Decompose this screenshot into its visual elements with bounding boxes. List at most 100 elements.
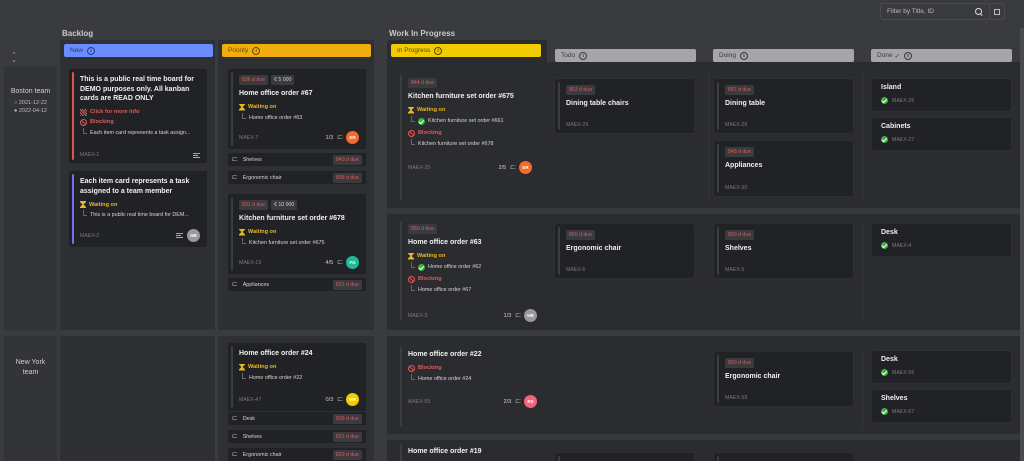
linked-card-title: Kitchen furniture set order #675 — [249, 239, 325, 246]
card-maex-26[interactable]: Island MAEX-26 — [871, 78, 1012, 112]
card-title: Home office order #63 — [408, 239, 482, 246]
search-icon[interactable] — [975, 7, 983, 16]
blocking-icon — [408, 129, 415, 137]
waiting-label: Waiting on — [239, 363, 358, 371]
card-maex-6[interactable]: 850 d due Ergonomic chair MAEX-6 — [554, 223, 695, 279]
done-check-icon: ✓ — [894, 52, 900, 60]
hierarchy-icon: ⊏: — [232, 282, 238, 288]
blocking-label: Blocking — [408, 275, 539, 283]
column-header-priority[interactable]: Priority 4 — [222, 44, 371, 57]
card-accent-bar — [72, 174, 74, 244]
card-maex-3[interactable]: 850 d due Home office order #63 Waiting … — [397, 218, 547, 324]
avatar[interactable]: RS — [524, 395, 537, 408]
card-partial[interactable] — [713, 452, 854, 461]
card-maex-25[interactable]: 844 d due Kitchen furniture set order #6… — [397, 72, 547, 204]
card-home-office-19[interactable]: Home office order #19 — [397, 441, 547, 461]
card-maex-30[interactable]: 845 d due Appliances MAEX-30 — [713, 140, 854, 197]
column-header-doing[interactable]: Doing 5 — [713, 49, 854, 62]
column-count: 4 — [434, 46, 443, 55]
hierarchy-icon: ⊏: — [515, 313, 521, 319]
card-key: MAEX-29 — [566, 122, 589, 128]
avatar[interactable]: HB — [524, 309, 537, 322]
card-key: MAEX-57 — [892, 408, 915, 415]
card-title: Each item card represents a task assigne… — [80, 178, 190, 195]
column-header-new[interactable]: New 2 — [64, 44, 213, 57]
avatar[interactable]: FG — [346, 256, 359, 269]
child-item-shelves[interactable]: ⊏: Shelves 840 d due — [227, 152, 367, 167]
card-accent-bar — [717, 456, 719, 461]
card-maex-28[interactable]: 857 d due Dining table MAEX-28 — [713, 78, 854, 134]
child-item-ergonomic-chair[interactable]: ⊏: Ergonomic chair 829 d due — [227, 447, 367, 461]
card-maex-27[interactable]: Cabinets MAEX-27 — [871, 117, 1012, 151]
waiting-item[interactable]: Home office order #63 — [239, 112, 358, 121]
hourglass-icon — [408, 106, 414, 114]
waiting-text: Waiting on — [248, 229, 277, 235]
card-key: MAEX-7 — [239, 134, 259, 141]
swimlane-boston[interactable]: Boston team ○ 2021-12-22 ● 2022-04-12 — [4, 66, 57, 330]
card-title: Ergonomic chair — [725, 373, 781, 380]
card-maex-2[interactable]: Each item card represents a task assigne… — [68, 170, 208, 248]
column-header-in-progress[interactable]: In Progress 4 — [391, 44, 541, 57]
card-key: MAEX-58 — [725, 395, 748, 401]
blocking-label: Blocking — [408, 129, 539, 137]
card-title: Desk — [881, 229, 898, 236]
value-badge: € 10 000 — [271, 200, 298, 210]
sort-icon[interactable]: ⌃ ⌄ — [11, 52, 17, 64]
card-maex-19[interactable]: 831 d due € 10 000 Kitchen furniture set … — [227, 193, 367, 275]
card-maex-1[interactable]: This is a public real time board for DEM… — [68, 68, 208, 164]
waiting-item[interactable]: Home office order #22 — [239, 372, 358, 381]
swimlane-name: Boston team — [10, 88, 51, 95]
card-accent-bar — [558, 82, 560, 130]
card-maex-4[interactable]: Desk MAEX-4 — [871, 223, 1012, 257]
child-item-desk[interactable]: ⊏: Desk 836 d due — [227, 411, 367, 426]
card-maex-56[interactable]: Desk MAEX-56 — [871, 350, 1012, 384]
card-accent-bar — [717, 82, 719, 130]
blocking-item[interactable]: Each item card represents a task assign.… — [80, 127, 199, 136]
due-badge: 836 d due — [332, 172, 362, 183]
column-label: Todo — [561, 52, 576, 59]
waiting-item[interactable]: Kitchen furniture set order #675 — [239, 237, 358, 246]
filter-input[interactable] — [887, 8, 967, 15]
card-maex-29[interactable]: 853 d due Dining table chairs MAEX-29 — [554, 78, 695, 134]
child-item-ergonomic-chair[interactable]: ⊏: Ergonomic chair 836 d due — [227, 170, 367, 185]
blocking-item[interactable]: Home office order #67 — [408, 284, 539, 293]
child-item-shelves[interactable]: ⊏: Shelves 831 d due — [227, 429, 367, 444]
card-title: Kitchen furniture set order #678 — [239, 215, 345, 222]
avatar[interactable]: ER — [346, 131, 359, 144]
blocking-item[interactable]: Home office order #24 — [408, 373, 539, 382]
child-progress: 0/3 — [325, 396, 334, 403]
card-title: Home office order #19 — [408, 448, 482, 455]
linked-card-title: This is a public real time board for DEM… — [90, 212, 189, 218]
vertical-scrollbar[interactable] — [1020, 28, 1024, 461]
column-header-done[interactable]: Done ✓ 5 — [871, 49, 1012, 62]
child-progress: 2/3 — [503, 398, 512, 405]
card-maex-5[interactable]: 850 d due Shelves MAEX-5 — [713, 223, 854, 279]
card-maex-47[interactable]: Home office order #24 Waiting on Home of… — [227, 342, 367, 412]
card-maex-7[interactable]: 836 d due € 5 000 Home office order #67 W… — [227, 68, 367, 150]
card-maex-55[interactable]: Home office order #22 Blocking Home offi… — [397, 344, 547, 430]
column-label: In Progress — [397, 47, 431, 54]
child-item-appliances[interactable]: ⊏: Appliances 831 d due — [227, 277, 367, 292]
avatar[interactable]: MR — [346, 393, 359, 406]
card-title: Appliances — [725, 162, 763, 169]
avatar[interactable]: ER — [519, 161, 532, 174]
column-header-todo[interactable]: Todo 4 — [555, 49, 696, 62]
swimlane-new-york[interactable]: New York team — [4, 336, 57, 461]
card-partial[interactable] — [554, 452, 695, 461]
waiting-item[interactable]: This is a public real time board for DEM… — [80, 210, 199, 218]
card-accent-bar — [231, 346, 233, 408]
filter-search-box[interactable] — [880, 3, 990, 20]
more-info-link[interactable]: Click for more info — [80, 108, 199, 116]
swimlane-dates: ○ 2021-12-22 ● 2022-04-12 — [14, 100, 47, 114]
waiting-item[interactable]: Kitchen furniture set order #661 — [408, 115, 539, 125]
avatar[interactable]: HB — [187, 229, 200, 242]
blocking-item[interactable]: Kitchen furniture set order #678 — [408, 138, 539, 147]
fullscreen-button[interactable] — [989, 3, 1005, 20]
card-key: MAEX-26 — [892, 97, 915, 104]
waiting-item[interactable]: Home office order #62 — [408, 261, 539, 271]
card-maex-57[interactable]: Shelves MAEX-57 — [871, 389, 1012, 423]
card-maex-58[interactable]: 850 d due Ergonomic chair MAEX-58 — [713, 351, 854, 407]
child-progress: 1/3 — [325, 134, 334, 141]
info-label: Click for more info — [90, 109, 140, 115]
hierarchy-icon: ⊏: — [337, 260, 343, 266]
